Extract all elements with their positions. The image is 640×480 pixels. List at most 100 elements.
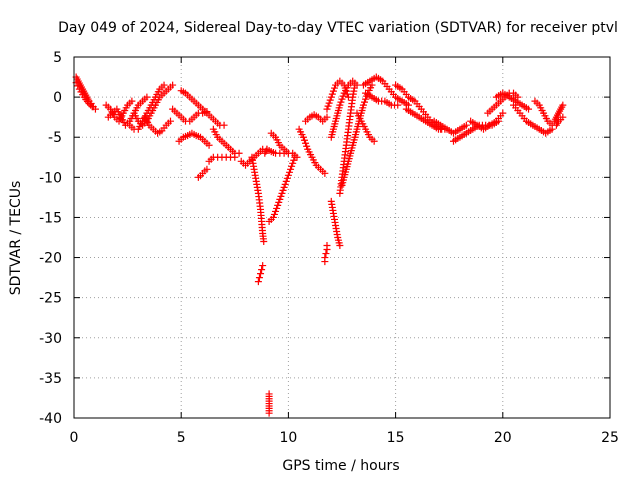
data-point	[270, 210, 278, 218]
data-point	[327, 93, 335, 101]
series-arc-37	[531, 97, 556, 129]
data-point	[257, 270, 265, 278]
data-point	[330, 84, 338, 92]
y-tick-label: 5	[53, 50, 62, 66]
data-point	[321, 258, 329, 266]
y-axis-label: SDTVAR / TECUs	[8, 181, 24, 296]
data-point	[325, 99, 333, 107]
data-point	[370, 137, 378, 145]
series-arc-15	[248, 153, 268, 246]
series-arc-02	[72, 79, 96, 111]
data-point	[322, 250, 330, 258]
data-point	[326, 96, 334, 104]
data-point	[336, 101, 344, 109]
x-tick-labels: 0 5 10 15 20 25	[70, 430, 619, 446]
data-point	[394, 101, 402, 109]
data-point	[220, 121, 228, 129]
data-point	[324, 102, 332, 110]
data-point	[336, 242, 344, 250]
data-point	[169, 81, 177, 89]
chart-title: Day 049 of 2024, Sidereal Day-to-day VTE…	[58, 20, 618, 36]
series-arc-22	[327, 77, 361, 141]
data-point	[462, 121, 470, 129]
data-point	[329, 87, 337, 95]
data-point	[321, 169, 329, 177]
series-arc-31	[430, 117, 470, 137]
series-arc-23	[336, 81, 359, 197]
data-point	[302, 139, 310, 147]
data-point	[273, 204, 281, 212]
data-point	[300, 136, 308, 144]
y-tick-label: -20	[39, 251, 62, 267]
y-tick-label: -25	[39, 291, 62, 307]
plot-frame	[73, 56, 611, 419]
x-tick-label: 15	[387, 430, 405, 446]
x-tick-label: 0	[70, 430, 79, 446]
data-point	[160, 81, 168, 89]
data-point	[166, 117, 174, 125]
series-arc-12	[205, 153, 239, 165]
series-arc-13	[209, 125, 243, 157]
data-point	[359, 101, 367, 109]
data-point	[255, 274, 263, 282]
series-arc-25	[338, 81, 376, 189]
data-point	[338, 95, 346, 103]
series-arc-36	[510, 101, 556, 137]
data-point	[284, 149, 292, 157]
data-point	[559, 113, 567, 121]
y-tick-label: -40	[39, 411, 62, 427]
data-point	[362, 95, 370, 103]
data-point	[351, 81, 359, 89]
data-point	[559, 101, 567, 109]
data-point	[265, 409, 273, 417]
y-tick-labels: 5 0 -5 -10 -15 -20 -25 -30 -35 -40	[39, 50, 62, 427]
series-arc-07	[141, 113, 174, 137]
series-arc-28	[362, 89, 402, 109]
data-point	[283, 174, 291, 182]
data-point	[278, 189, 286, 197]
y-tick-label: -5	[48, 130, 62, 146]
data-point	[499, 109, 507, 117]
series-arc-09	[177, 87, 228, 129]
data-points	[72, 73, 567, 417]
data-point	[343, 90, 351, 98]
data-point	[128, 97, 136, 105]
data-point	[272, 207, 280, 215]
series-arc-26	[353, 109, 378, 145]
x-tick-label: 10	[279, 430, 297, 446]
data-point	[361, 98, 369, 106]
data-point	[323, 105, 331, 113]
data-point	[290, 156, 298, 164]
data-point	[88, 103, 96, 111]
data-point	[525, 105, 533, 113]
data-point	[279, 186, 287, 194]
series-arc-33	[467, 109, 507, 133]
x-axis-label: GPS time / hours	[282, 458, 399, 474]
x-tick-label: 5	[177, 430, 186, 446]
data-point	[275, 198, 283, 206]
data-point	[282, 177, 290, 185]
series-outlier-near-8-9h	[254, 262, 267, 286]
data-point	[284, 171, 292, 179]
y-tick-label: -10	[39, 170, 62, 186]
data-point	[280, 183, 288, 191]
y-tick-label: -15	[39, 210, 62, 226]
y-tick-label: -30	[39, 331, 62, 347]
data-point	[259, 262, 267, 270]
y-tick-label: 0	[53, 90, 62, 106]
series-outlier-near-11-8h	[321, 242, 331, 266]
series-arc-27	[359, 73, 412, 109]
data-point	[289, 159, 297, 167]
y-tick-label: -35	[39, 371, 62, 387]
data-point	[339, 92, 347, 100]
data-point	[303, 142, 311, 150]
data-point	[269, 213, 277, 221]
series-outlier-near-9-1h	[265, 390, 273, 417]
data-point	[85, 100, 93, 108]
data-point	[277, 192, 285, 200]
series-arc-30	[402, 105, 449, 133]
series-arc-18	[267, 129, 292, 157]
series-arc-20	[302, 111, 331, 125]
data-point	[281, 180, 289, 188]
